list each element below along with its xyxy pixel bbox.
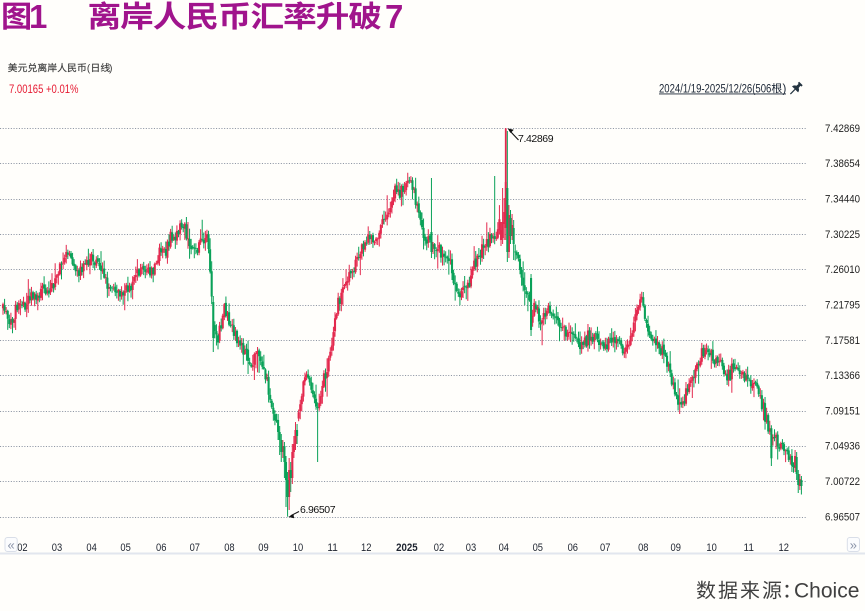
svg-text:7.00165 +0.01%: 7.00165 +0.01% [9,84,79,96]
svg-text:11: 11 [744,542,754,554]
svg-text:04: 04 [499,542,509,554]
svg-text:7.13366: 7.13366 [825,370,860,382]
svg-text:): ) [783,83,787,95]
svg-text:12: 12 [779,542,789,554]
svg-text:6.96507: 6.96507 [825,511,860,523]
svg-text:): ) [109,63,112,74]
svg-text:07: 07 [190,542,200,554]
svg-text:»: » [850,537,857,552]
svg-text:07: 07 [600,542,610,554]
svg-text:7.34440: 7.34440 [825,194,860,206]
svg-text:7.04936: 7.04936 [825,441,860,453]
svg-text:7.42869: 7.42869 [825,123,860,135]
svg-text:7.42869: 7.42869 [518,133,554,145]
svg-text:04: 04 [86,542,96,554]
svg-text:11: 11 [327,542,337,554]
svg-text:05: 05 [120,542,130,554]
svg-text:7.00722: 7.00722 [825,476,860,488]
svg-text:7.21795: 7.21795 [825,299,860,311]
svg-text:7.26010: 7.26010 [825,264,860,276]
svg-text:7.30225: 7.30225 [825,229,860,241]
svg-text:«: « [7,537,14,552]
svg-text:2025: 2025 [396,542,418,554]
svg-text:03: 03 [466,542,476,554]
svg-text:02: 02 [434,542,444,554]
svg-text:1: 1 [29,0,47,35]
svg-text:02: 02 [17,542,27,554]
svg-text:12: 12 [361,542,371,554]
svg-text:03: 03 [52,542,62,554]
svg-text:7.09151: 7.09151 [825,405,860,417]
svg-text:10: 10 [706,542,716,554]
svg-text:09: 09 [671,542,681,554]
svg-text:09: 09 [258,542,268,554]
svg-text:08: 08 [224,542,234,554]
svg-text:05: 05 [533,542,543,554]
svg-text:7.17581: 7.17581 [825,335,860,347]
svg-text:7: 7 [385,0,403,35]
svg-text:10: 10 [293,542,303,554]
svg-text:06: 06 [156,542,166,554]
svg-text:6.96507: 6.96507 [300,504,336,516]
svg-text:7.38654: 7.38654 [825,158,860,170]
svg-text:Choice: Choice [794,580,859,603]
svg-text:(: ( [87,63,91,74]
svg-text:2024/1/19-2025/12/26(506: 2024/1/19-2025/12/26(506 [659,83,771,95]
svg-text:08: 08 [638,542,648,554]
svg-text:06: 06 [568,542,578,554]
